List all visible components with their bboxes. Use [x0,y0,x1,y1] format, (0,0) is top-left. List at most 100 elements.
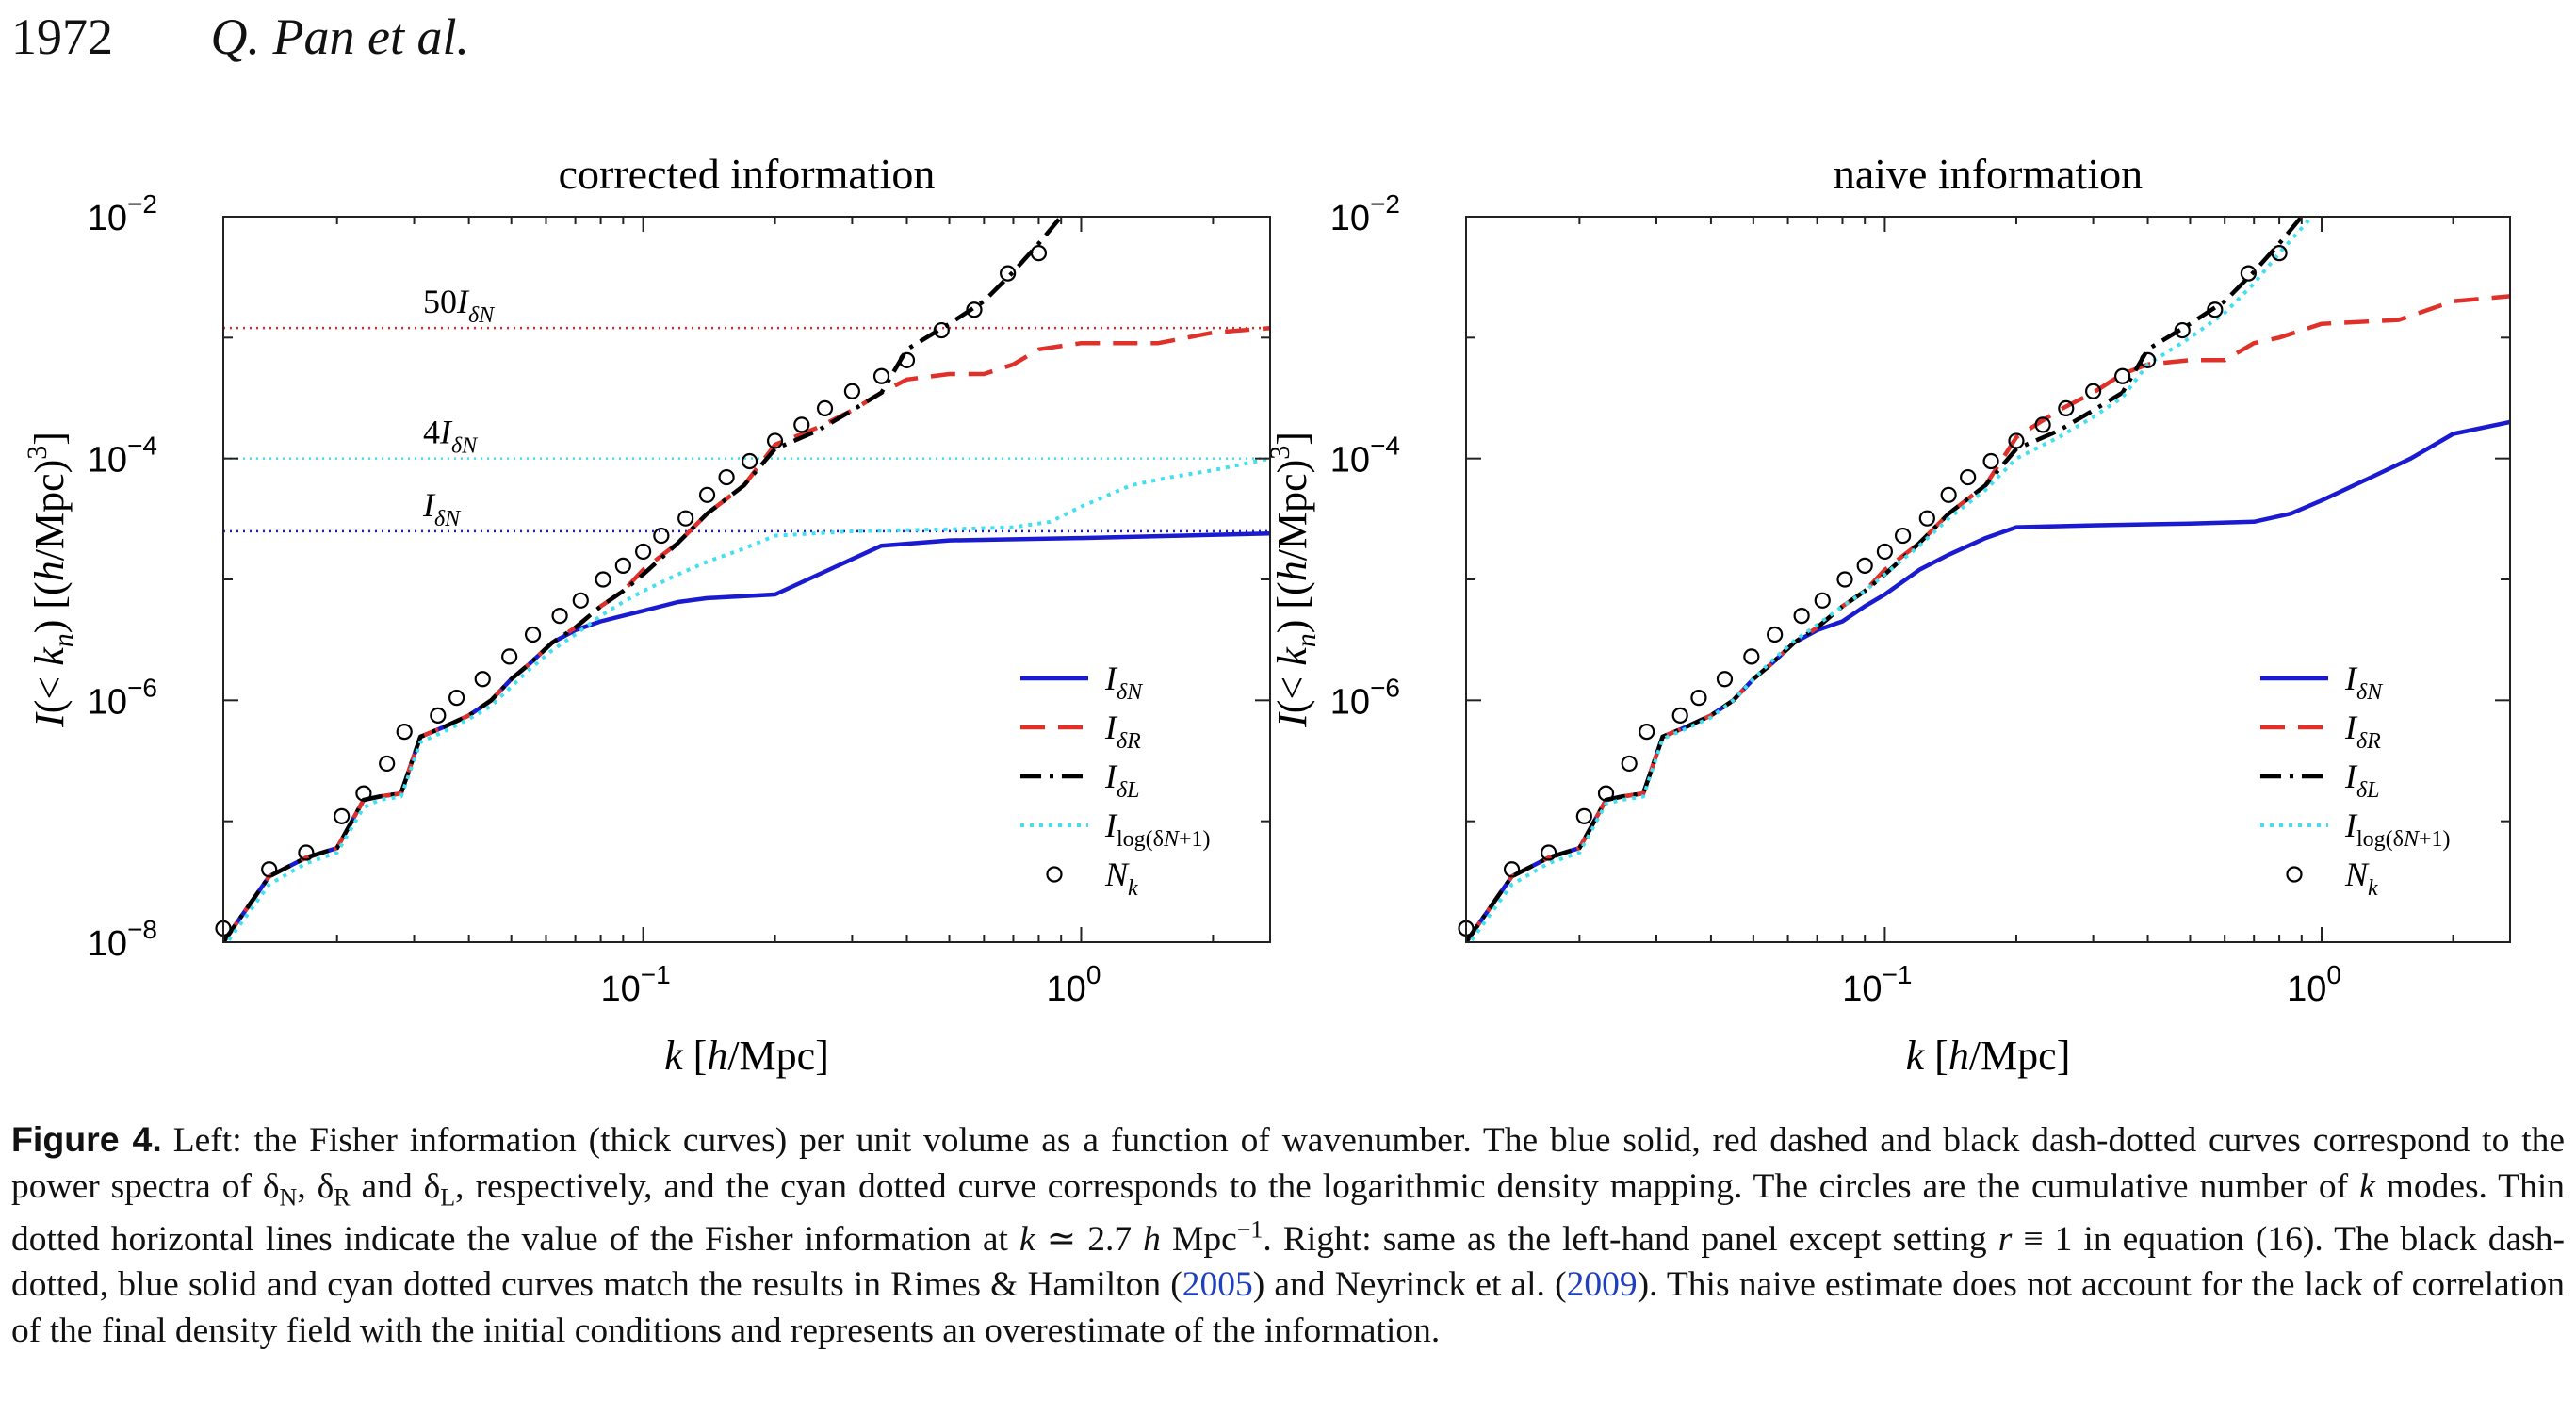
caption-segment: ≡ 1 in equation (16). The black dash-dot… [11,1219,2565,1305]
leg-main: I [2344,757,2358,795]
nk-marker [1767,626,1784,643]
ann-coef: 4 [423,414,440,451]
ylabel-exp: 3 [22,446,53,460]
ylabel-open: (< [26,666,73,713]
nk-marker [698,486,716,503]
caption-segment: ≃ 2.7 [1035,1219,1144,1259]
xlabel-h: h [707,1033,727,1079]
caption-italic: k [1019,1219,1035,1259]
nk-marker [1000,265,1017,282]
reference-line-label: IδN [422,486,462,531]
caption-segment: , δ [297,1166,334,1206]
tick-base: 10 [88,441,127,480]
leg-sub: N [1163,827,1181,852]
nk-marker [766,432,784,449]
caption-segment: modes. Thin dotted horizontal lines indi… [11,1166,2565,1259]
figure-caption: Figure 4. Left: the Fisher information (t… [11,1116,2565,1355]
nk-marker [1814,592,1831,609]
nk-marker [1793,608,1810,625]
tick-exponent: −2 [1370,189,1400,219]
legend-entry: Ilog(δN+1) [1104,806,1211,852]
nk-marker [2174,321,2191,339]
ylabel-close: ] [26,432,73,446]
ylabel-mid: ) [( [26,581,73,633]
nk-marker [1575,807,1592,824]
nk-marker [872,367,890,384]
ann-subscript: δN [468,303,496,328]
leg-sub: +1) [2419,827,2451,852]
y-tick-label: 10−4 [1330,432,1400,480]
ylabel-mid: ) [( [1269,581,1315,633]
ylabel-h: h [26,561,73,581]
nk-marker [524,626,542,643]
nk-marker [474,671,491,688]
tick-base: 10 [1842,969,1882,1009]
nk-marker [614,557,631,574]
tick-base: 10 [88,199,127,238]
ylabel-unit: /Mpc) [26,460,73,562]
ylabel-var: I [1269,711,1315,728]
nk-marker [2008,432,2025,449]
tick-exponent: 0 [1086,960,1101,989]
ylabel-k: k [26,646,73,666]
caption-segment: ) and Neyrinck et al. ( [1252,1265,1567,1305]
ylabel-k: k [1269,646,1315,666]
caption-subscript: N [279,1183,298,1212]
leg-sub: N [2403,827,2421,852]
leg-sub: δL [2356,778,2380,803]
tick-base: 10 [88,924,127,964]
citation-link[interactable]: 2005 [1182,1265,1253,1305]
nk-marker [966,301,983,318]
nk-marker [1597,785,1615,802]
nk-marker [334,807,351,824]
ann-coef: 50 [423,283,457,320]
leg-main: N [2344,855,2370,893]
ylabel-unit: /Mpc) [1269,460,1315,562]
caption-segment: Left: the Fisher information (thick curv… [11,1121,2566,1206]
nk-marker [933,321,950,339]
tick-base: 10 [1330,441,1370,480]
legend-entry: IδN [1104,660,1144,705]
x-tick-label: 10−1 [1842,960,1912,1009]
ylabel-sub: n [48,633,79,647]
ann-symbol: I [422,486,436,524]
leg-main: I [2344,708,2358,746]
nk-marker [677,510,694,527]
leg-main: N [1104,855,1130,893]
caption-italic: h [1143,1219,1161,1259]
y-tick-label: 10−4 [88,432,157,480]
xlabel-unit: /Mpc] [727,1033,829,1079]
legend-entry: IδL [1104,757,1140,803]
nk-marker [718,468,735,486]
nk-marker [1982,452,1999,470]
nk-marker [635,543,652,561]
nk-marker [1960,468,1977,486]
nk-marker [816,399,834,417]
nk-marker [741,452,758,470]
tick-exponent: −1 [641,960,671,989]
caption-subscript: L [440,1183,456,1212]
caption-text: Left: the Fisher information (thick curv… [11,1121,2565,1350]
nk-marker [2207,301,2224,318]
nk-marker [1940,486,1957,503]
leg-sub: log(δ [1117,827,1164,852]
citation-link[interactable]: 2009 [1566,1265,1638,1305]
legend-marker [1046,866,1063,883]
nk-marker [2114,367,2131,384]
nk-marker [379,755,396,773]
nk-marker [1876,543,1894,561]
tick-base: 10 [601,969,641,1009]
nk-marker [1743,648,1760,665]
x-tick-label: 100 [1047,960,1101,1009]
legend-entry: IδR [1104,708,1141,754]
y-tick-label: 10−2 [1330,189,1400,238]
figure-4: corrected information 50IδN 4IδN IδN 10−1 100… [0,113,2576,1102]
nk-marker [1836,571,1853,588]
nk-marker [793,416,810,433]
ylabel-h: h [1269,561,1315,581]
leg-main: I [1104,660,1118,697]
leg-sub: δL [1117,778,1140,803]
legend-entry: Ilog(δN+1) [2344,806,2451,852]
leg-main: I [1104,708,1118,746]
nk-marker [448,690,465,707]
